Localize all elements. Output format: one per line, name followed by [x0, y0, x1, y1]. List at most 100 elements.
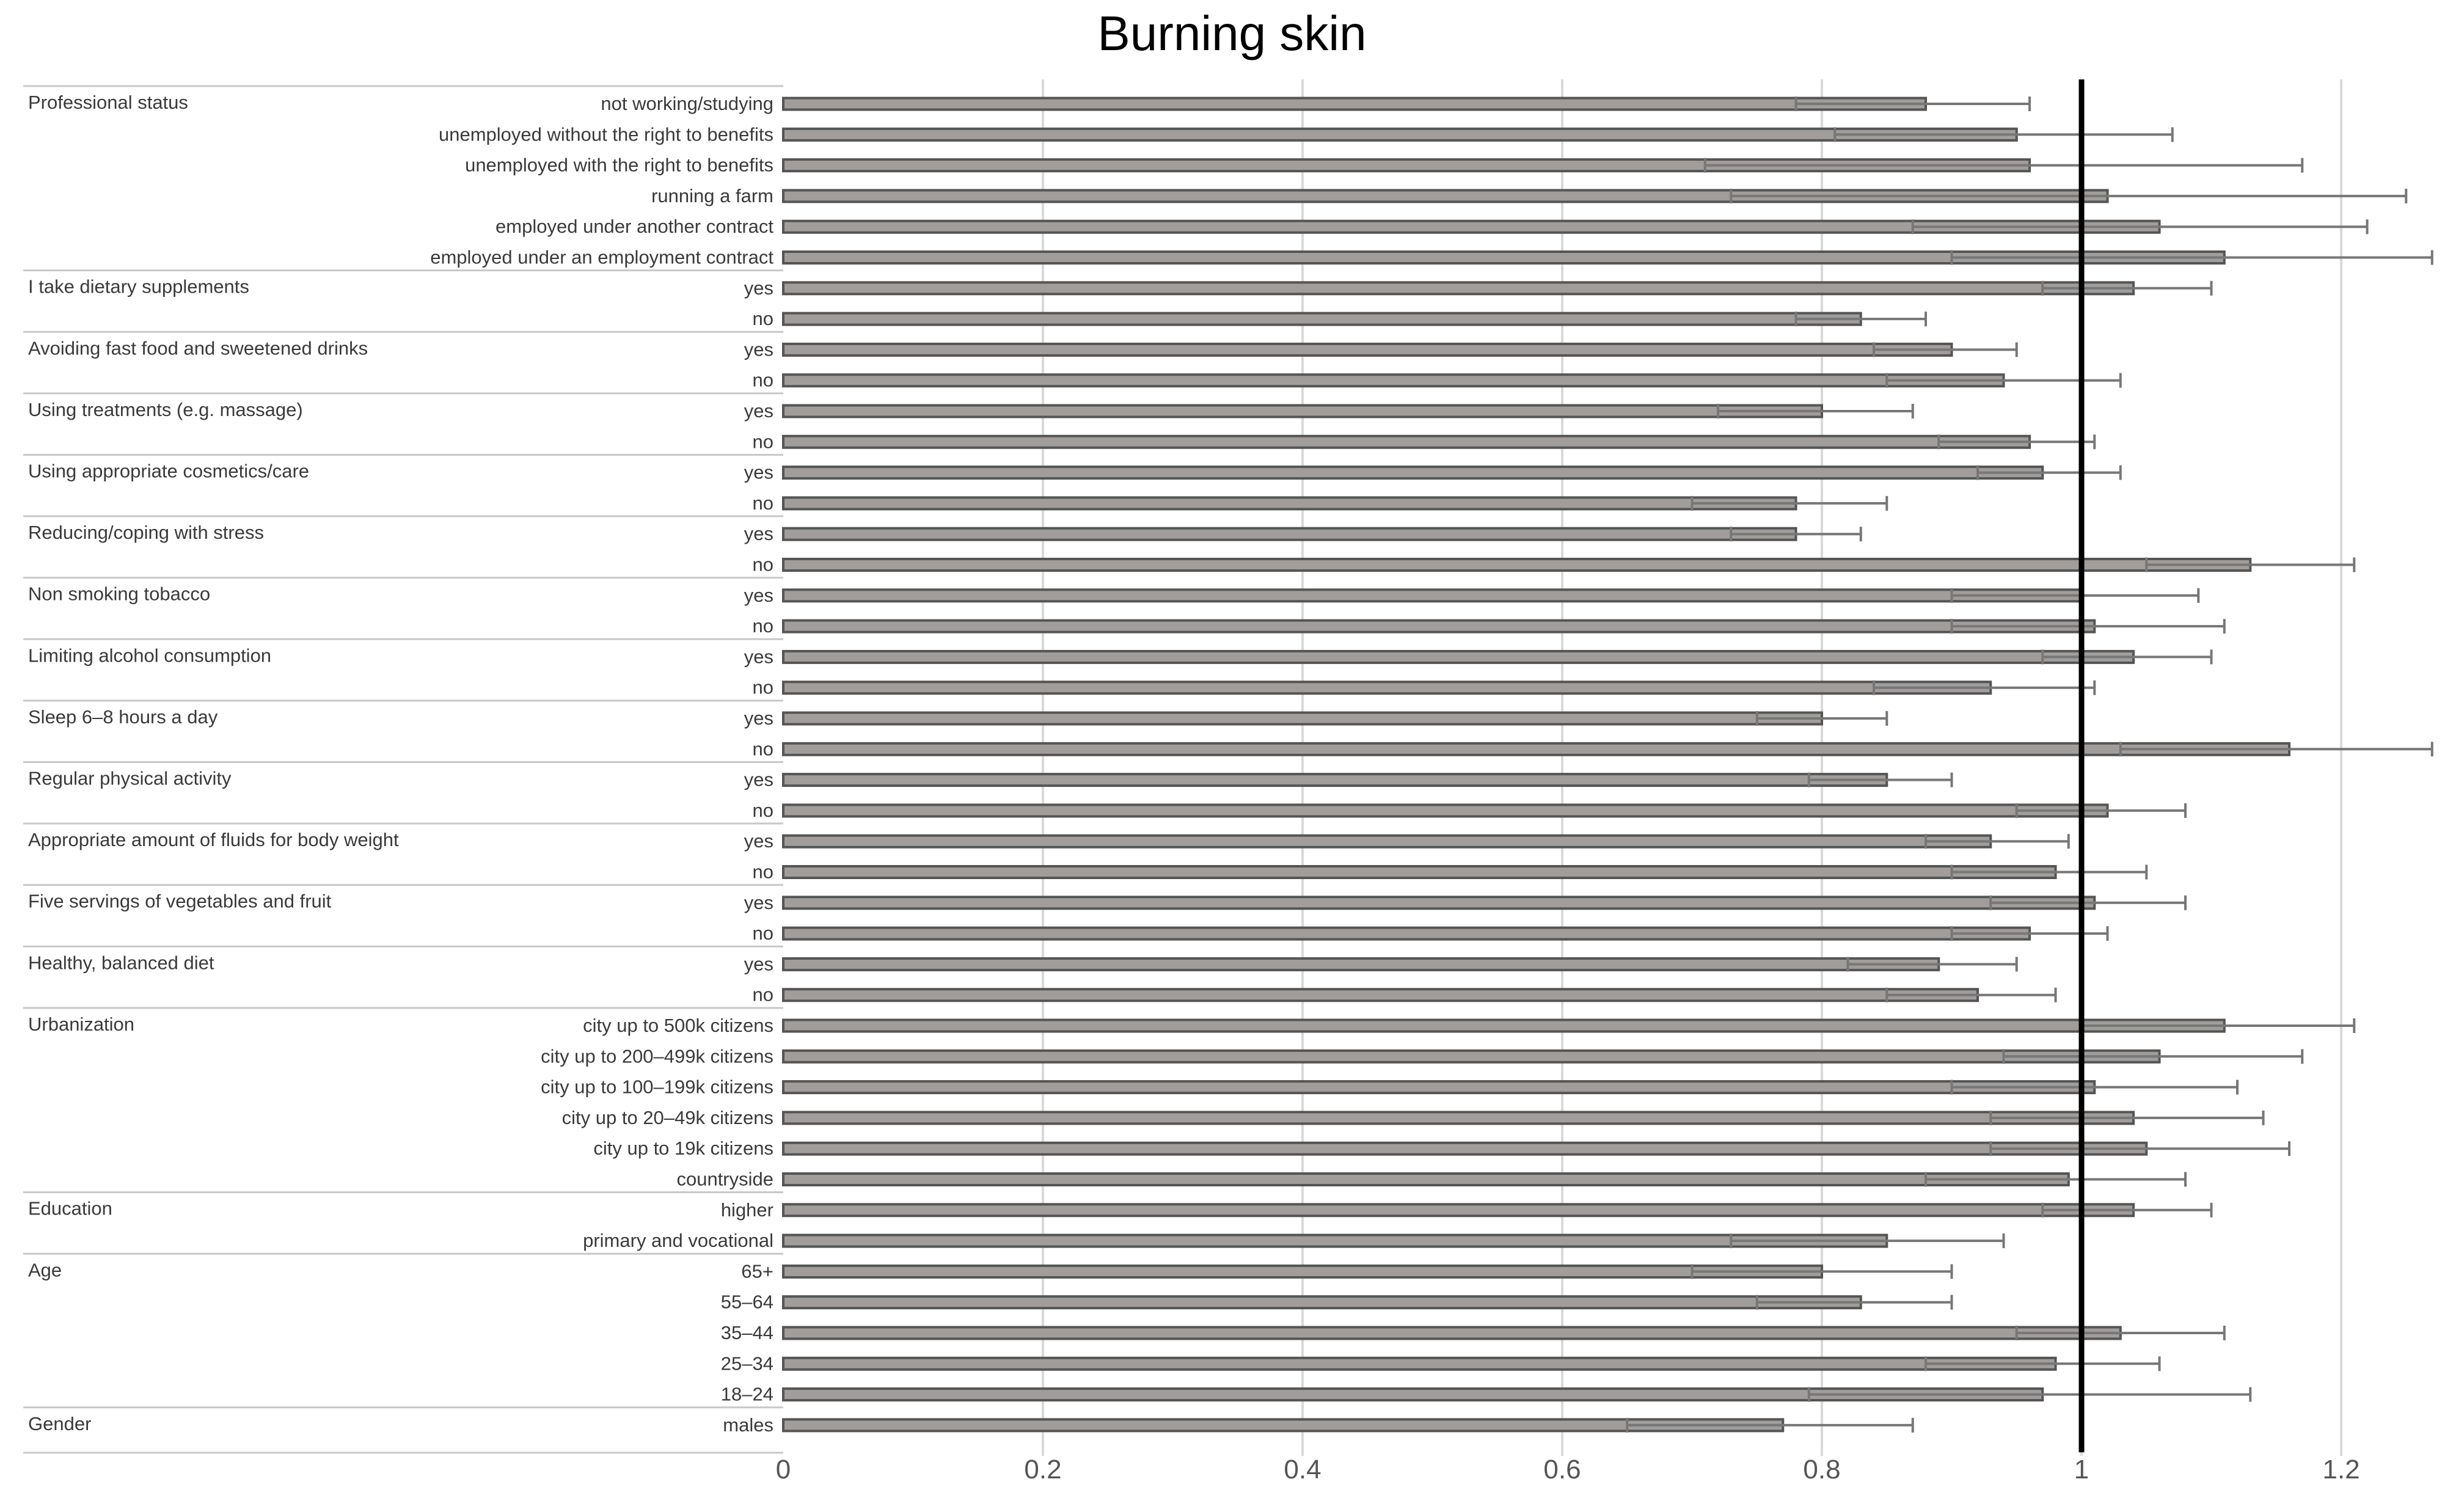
- group-label: Limiting alcohol consumption: [28, 645, 271, 666]
- bar: [782, 803, 2109, 818]
- category-label: 65+: [741, 1260, 773, 1282]
- category-label: no: [753, 800, 773, 821]
- x-tick-label: 0.4: [1284, 1455, 1321, 1485]
- bar: [782, 834, 1992, 849]
- bar: [782, 681, 1992, 695]
- category-label: yes: [744, 338, 773, 360]
- group-label: Avoiding fast food and sweetened drinks: [28, 337, 368, 359]
- bar: [782, 1203, 2135, 1218]
- category-label: yes: [744, 953, 773, 974]
- bar: [782, 312, 1862, 326]
- group-label: Non smoking tobacco: [28, 583, 210, 605]
- bar: [782, 434, 2031, 449]
- category-label: higher: [721, 1199, 773, 1221]
- category-label: yes: [744, 892, 773, 913]
- bar: [782, 1080, 2096, 1095]
- group-label: Regular physical activity: [28, 767, 232, 789]
- x-tick-label: 0.6: [1543, 1455, 1581, 1485]
- category-label: 55–64: [721, 1291, 773, 1313]
- x-tick-label: 0.2: [1024, 1455, 1061, 1485]
- group-label: Gender: [28, 1413, 91, 1434]
- bar: [782, 127, 2018, 142]
- bar: [782, 1172, 2070, 1186]
- bar: [782, 619, 2096, 634]
- bar: [782, 281, 2135, 296]
- category-label: no: [753, 677, 773, 698]
- bar: [782, 1295, 1862, 1310]
- bar: [782, 342, 1953, 357]
- bar: [782, 1264, 1823, 1279]
- category-label: countryside: [676, 1169, 773, 1190]
- bar: [782, 97, 1927, 111]
- group-label: Healthy, balanced diet: [28, 952, 214, 973]
- category-label: unemployed with the right to benefits: [465, 155, 773, 176]
- bar: [782, 1141, 2148, 1156]
- bar: [782, 404, 1823, 418]
- category-label: no: [753, 615, 773, 637]
- bar: [782, 1356, 2057, 1371]
- group-label: Education: [28, 1198, 112, 1219]
- bar: [782, 1326, 2122, 1340]
- group-label: I take dietary supplements: [28, 276, 249, 298]
- bar: [782, 466, 2044, 480]
- category-label: no: [753, 861, 773, 883]
- group-label: Sleep 6–8 hours a day: [28, 706, 218, 728]
- x-tick-label: 0: [776, 1455, 791, 1485]
- bar: [782, 496, 1797, 511]
- bar: [782, 926, 2031, 941]
- bar: [782, 373, 2005, 388]
- category-label: city up to 100–199k citizens: [541, 1076, 773, 1098]
- bar: [782, 865, 2057, 879]
- group-label: Reducing/coping with stress: [28, 522, 264, 543]
- category-label: city up to 500k citizens: [583, 1015, 773, 1036]
- bar: [782, 588, 2083, 603]
- category-label: city up to 19k citizens: [593, 1138, 773, 1159]
- category-label: yes: [744, 769, 773, 791]
- group-label: Five servings of vegetables and fruit: [28, 891, 332, 912]
- x-tick-label: 1: [2074, 1455, 2089, 1485]
- category-label: yes: [744, 462, 773, 483]
- category-label: yes: [744, 830, 773, 852]
- category-label: 18–24: [721, 1384, 773, 1405]
- category-label: no: [753, 984, 773, 1006]
- category-label: city up to 20–49k citizens: [562, 1107, 773, 1128]
- category-label: no: [753, 738, 773, 759]
- x-tick-label: 1.2: [2322, 1455, 2360, 1485]
- bar: [782, 773, 1888, 787]
- group-label: Appropriate amount of fluids for body we…: [28, 829, 399, 850]
- category-label: yes: [744, 646, 773, 667]
- category-label: no: [753, 431, 773, 452]
- bar: [782, 1018, 2226, 1033]
- group-label: Using treatments (e.g. massage): [28, 399, 303, 420]
- category-label: yes: [744, 707, 773, 729]
- group-label: Age: [28, 1259, 62, 1280]
- bar: [782, 742, 2290, 756]
- bar: [782, 988, 1979, 1002]
- bar: [782, 1111, 2135, 1125]
- bar: [782, 1233, 1888, 1248]
- bar: [782, 896, 2096, 910]
- group-label: Urbanization: [28, 1013, 134, 1035]
- category-label: yes: [744, 585, 773, 606]
- category-label: yes: [744, 400, 773, 422]
- category-label: employed under an employment contract: [430, 247, 773, 268]
- category-label: no: [753, 554, 773, 575]
- category-label: unemployed without the right to benefits: [439, 123, 773, 145]
- category-label: yes: [744, 523, 773, 544]
- chart-title: Burning skin: [1097, 6, 1367, 60]
- category-label: yes: [744, 277, 773, 299]
- bar: [782, 1049, 2161, 1064]
- category-label: running a farm: [651, 185, 773, 206]
- category-label: not working/studying: [601, 93, 773, 114]
- bar: [782, 711, 1823, 726]
- category-label: 35–44: [721, 1322, 773, 1343]
- category-label: males: [723, 1414, 773, 1436]
- x-tick-label: 0.8: [1803, 1455, 1840, 1485]
- group-label: Using appropriate cosmetics/care: [28, 460, 309, 481]
- group-label: Professional status: [28, 92, 188, 113]
- bar: [782, 527, 1797, 541]
- category-label: no: [753, 370, 773, 391]
- bar: [782, 558, 2252, 572]
